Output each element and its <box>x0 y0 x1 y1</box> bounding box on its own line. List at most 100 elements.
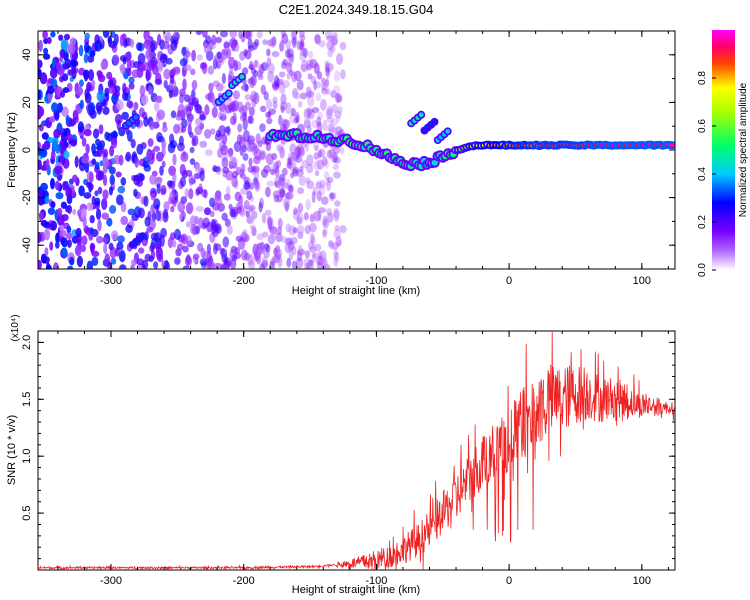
heatmap-noise-cell <box>89 183 94 191</box>
y-tick-label: 0 <box>21 147 33 153</box>
heatmap-noise-cell <box>91 256 99 266</box>
heatmap-noise-cell <box>110 257 117 265</box>
heatmap-noise-cell <box>161 160 166 168</box>
heatmap-noise-cell <box>204 149 213 157</box>
heatmap-noise-cell <box>188 188 194 200</box>
heatmap-feature-cell <box>432 119 437 125</box>
heatmap-noise-cell <box>97 186 103 195</box>
heatmap-noise-cell <box>185 169 193 177</box>
heatmap-noise-cell <box>147 138 154 147</box>
heatmap-noise-cell <box>38 211 44 219</box>
heatmap-noise-cell <box>229 209 236 218</box>
heatmap-y-label: Frequency (Hz) <box>6 112 18 188</box>
heatmap-noise-cell <box>169 190 176 201</box>
heatmap-noise-cell <box>51 139 58 152</box>
heatmap-noise-cell <box>109 145 115 157</box>
heatmap-noise-cell <box>103 148 109 159</box>
heatmap-noise-cell <box>74 244 82 257</box>
heatmap-noise-cell <box>263 243 269 251</box>
heatmap-noise-cell <box>256 233 264 241</box>
heatmap-noise-cell <box>90 79 96 87</box>
heatmap-noise-cell <box>297 225 305 235</box>
heatmap-noise-cell <box>325 62 334 72</box>
heatmap-noise-cell <box>237 123 243 133</box>
heatmap-noise-cell <box>332 163 339 171</box>
heatmap-noise-cell <box>297 187 305 195</box>
heatmap-noise-cell <box>138 207 145 219</box>
heatmap-noise-cell <box>155 151 164 162</box>
heatmap-noise-cell <box>187 115 193 126</box>
heatmap-noise-cell <box>214 223 222 235</box>
heatmap-noise-cell <box>261 212 267 224</box>
heatmap-noise-cell <box>223 256 228 266</box>
heatmap-noise-cell <box>94 190 99 197</box>
heatmap-noise-cell <box>330 192 337 200</box>
heatmap-noise-cell <box>108 242 114 251</box>
heatmap-noise-cell <box>53 128 61 139</box>
heatmap-noise-cell <box>221 73 226 84</box>
heatmap-noise-cell <box>229 249 237 260</box>
heatmap-noise-cell <box>150 241 156 251</box>
heatmap-noise-cell <box>222 166 230 174</box>
heatmap-noise-cell <box>291 260 298 269</box>
heatmap-noise-cell <box>76 255 83 268</box>
heatmap-noise-cell <box>242 129 250 142</box>
heatmap-noise-cell <box>320 258 328 269</box>
heatmap-noise-cell <box>316 159 324 170</box>
heatmap-noise-cell <box>326 212 334 223</box>
heatmap-noise-cell <box>224 218 231 227</box>
heatmap-noise-cell <box>296 40 304 51</box>
heatmap-noise-cell <box>266 215 272 227</box>
heatmap-noise-cell <box>168 90 173 99</box>
heatmap-noise-cell <box>192 224 197 236</box>
heatmap-noise-cell <box>239 113 247 122</box>
heatmap-noise-cell <box>222 236 230 248</box>
heatmap-noise-cell <box>320 250 327 262</box>
heatmap-noise-cell <box>300 38 305 48</box>
snr-series <box>38 331 675 570</box>
heatmap-noise-cell <box>96 235 104 244</box>
heatmap-noise-cell <box>67 204 72 214</box>
y-tick-label: 0.5 <box>21 505 33 520</box>
heatmap-noise-cell <box>83 192 92 199</box>
heatmap-noise-cell <box>321 87 328 95</box>
heatmap-noise-cell <box>236 101 244 112</box>
heatmap-noise-cell <box>143 116 149 127</box>
heatmap-noise-cell <box>44 247 49 256</box>
heatmap-noise-cell <box>62 181 67 191</box>
heatmap-noise-cell <box>313 210 321 222</box>
heatmap-noise-cell <box>66 133 73 142</box>
heatmap-noise-cell <box>156 183 161 195</box>
heatmap-noise-cell <box>97 219 102 232</box>
heatmap-noise-cell <box>204 129 212 139</box>
heatmap-noise-cell <box>171 68 176 77</box>
heatmap-noise-cell <box>102 174 108 186</box>
heatmap-noise-cell <box>97 71 104 80</box>
heatmap-noise-cell <box>44 195 50 205</box>
heatmap-noise-cell <box>78 185 85 197</box>
heatmap-noise-cell <box>318 251 323 261</box>
heatmap-noise-cell <box>304 224 311 235</box>
heatmap-noise-cell <box>288 53 295 63</box>
heatmap-noise-cell <box>110 31 116 38</box>
heatmap-noise-cell <box>61 106 69 117</box>
heatmap-noise-cell <box>94 40 102 52</box>
heatmap-noise-cell <box>340 69 346 80</box>
heatmap-noise-cell <box>131 259 137 266</box>
heatmap-noise-cell <box>200 247 206 259</box>
heatmap-noise-cell <box>93 128 100 139</box>
heatmap-noise-cell <box>254 39 260 47</box>
heatmap-noise-cell <box>293 70 302 82</box>
heatmap-noise-cell <box>244 94 251 101</box>
heatmap-noise-cell <box>81 156 89 164</box>
heatmap-noise-cell <box>258 150 267 161</box>
heatmap-noise-cell <box>315 181 323 190</box>
heatmap-noise-cell <box>286 161 294 169</box>
heatmap-noise-cell <box>195 163 201 174</box>
heatmap-noise-cell <box>333 228 341 240</box>
heatmap-noise-cell <box>292 169 299 177</box>
heatmap-noise-cell <box>115 171 122 178</box>
heatmap-noise-cell <box>226 225 233 235</box>
heatmap-noise-cell <box>325 177 331 187</box>
heatmap-noise-cell <box>296 213 304 224</box>
